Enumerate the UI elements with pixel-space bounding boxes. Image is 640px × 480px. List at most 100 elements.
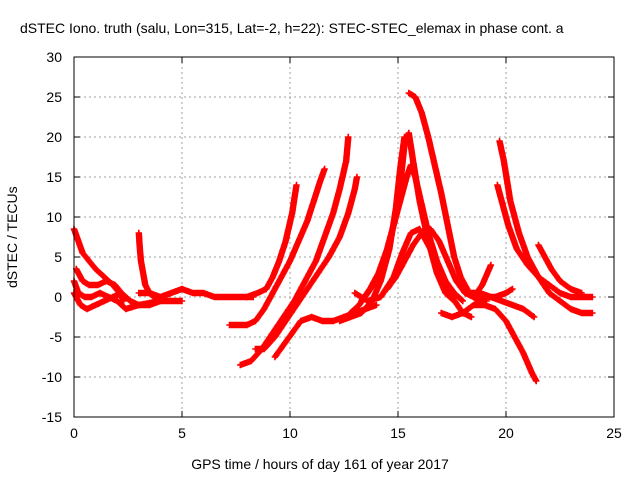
data-point-run [556,277,573,292]
data-point-run [479,261,495,289]
data-point-run [280,298,297,321]
x-tick-label: 10 [282,425,298,441]
data-point-run [494,181,505,203]
data-point-run [520,305,538,321]
data-point-run [438,273,455,299]
data-point-run [416,225,433,251]
data-point-run [505,221,520,251]
data-point-run [502,285,516,297]
data-point-run [384,223,397,253]
x-tick-label: 25 [606,425,622,441]
data-point-run [347,302,362,317]
x-tick-label: 5 [178,425,186,441]
data-point-run [457,273,472,295]
data-point-run [289,181,300,217]
data-point-run [412,173,425,207]
data-point-run [278,259,293,281]
data-point-run [502,317,518,339]
chart-title: dSTEC Iono. truth (salu, Lon=315, Lat=-2… [20,20,564,36]
data-markers [70,89,596,385]
data-point-run [535,273,552,288]
series-13 [358,161,466,305]
data-point-run [314,254,332,277]
y-tick-label: -10 [42,369,62,385]
y-tick-label: 5 [54,249,62,265]
data-point-run [330,187,343,217]
data-point-run [92,265,107,280]
data-point-run [435,237,451,263]
data-point-run [418,109,432,139]
x-tick-label: 20 [498,425,514,441]
y-tick-label: 15 [46,169,62,185]
data-point-run [496,137,507,163]
data-point-run [578,309,596,317]
data-point-run [282,302,299,325]
data-point-run [513,245,530,268]
data-point-run [425,133,438,167]
y-tick-label: -5 [50,329,63,345]
data-point-run [548,265,563,284]
data-point-run [492,305,509,324]
data-point-run [528,369,540,385]
data-point-run [546,281,563,296]
y-tick-label: 25 [46,89,62,105]
data-point-run [291,279,308,305]
data-point-run [438,189,451,227]
data-point-run [312,235,328,265]
data-point-run [520,349,535,375]
series-17 [438,301,540,385]
data-point-run [343,133,352,165]
data-point-run [269,259,282,281]
data-point-run [304,270,321,293]
series-16 [351,225,475,321]
data-point-run [366,271,382,293]
axis-ticks: 0 5 10 15 20 25 -15 -10 -5 0 5 10 15 20 25 30 [42,49,622,441]
data-point-run [271,318,289,341]
data-point-run [444,257,459,283]
y-tick-label: 20 [46,129,62,145]
data-point-run [459,302,476,317]
data-point-run [325,235,343,261]
data-point-run [336,159,350,193]
x-axis-label: GPS time / hours of day 161 of year 2017 [191,456,449,472]
data-point-run [405,129,417,163]
data-point-run [295,219,310,245]
data-point-run [556,297,573,312]
data-point-run [431,161,445,195]
data-point-run [260,291,276,313]
data-point-run [541,253,554,271]
data-point-run [260,334,278,353]
data-point-run [375,247,390,277]
series-21 [535,241,585,297]
data-point-run [444,221,458,259]
data-point-run [498,197,511,227]
data-point-run [269,314,286,337]
data-point-run [351,289,370,304]
data-point-run [317,165,328,185]
y-tick-label: 10 [46,209,62,225]
data-point-run [282,211,296,245]
data-point-run [511,333,526,355]
data-point-run [269,275,284,297]
data-point-run [546,289,563,304]
data-point-run [390,251,406,281]
data-point-run [397,143,408,189]
data-point-run [507,197,522,235]
data-point-run [474,297,490,305]
series-20 [494,181,596,301]
data-point-run [399,231,414,257]
data-point-run [293,286,310,309]
data-point-run [401,243,416,265]
y-tick-label: 30 [46,49,62,65]
data-point-run [407,161,418,179]
data-point-run [336,211,352,241]
data-point-run [301,259,319,285]
data-point-run [310,179,323,205]
data-point-run [427,225,442,244]
data-point-run [280,330,295,349]
data-point-run [427,245,444,279]
series-3 [73,265,125,297]
series-6 [243,181,300,301]
series-7 [226,165,328,329]
data-point-run [111,281,125,297]
